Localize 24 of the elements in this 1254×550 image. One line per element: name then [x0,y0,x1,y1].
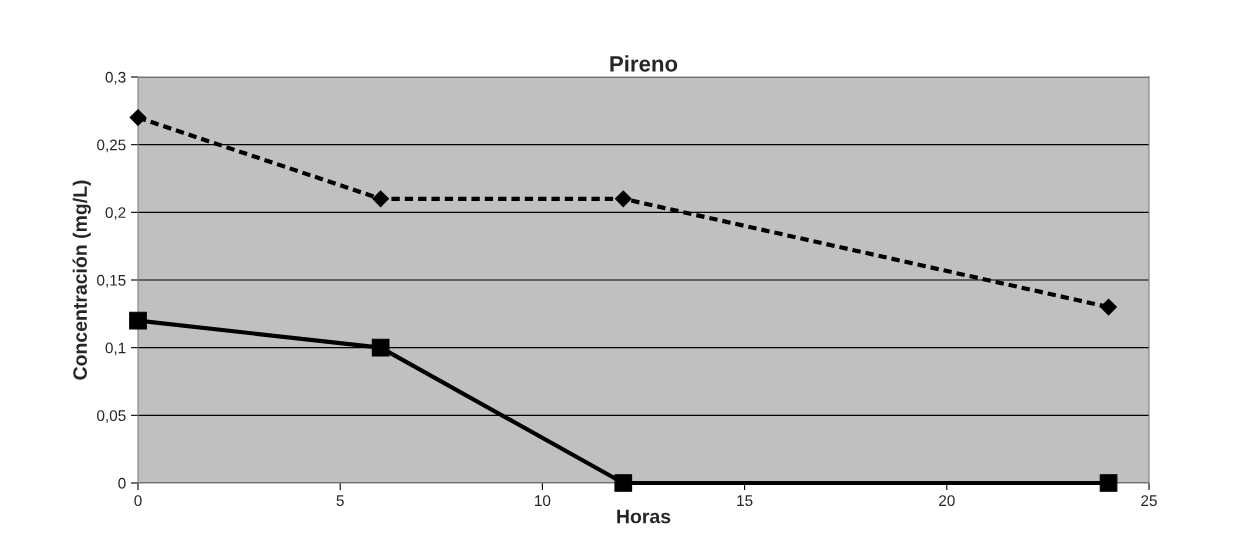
point [614,190,632,208]
x-tick-label: 25 [1141,495,1157,507]
y-tick-label: 0,25 [97,139,126,153]
y-tick-label: 0,3 [105,71,126,85]
point [129,109,147,126]
x-tick-label: 10 [535,495,551,507]
y-tick-label: 0,15 [97,274,126,288]
x-tick-label: 15 [737,495,753,507]
point [614,474,633,492]
x-tick-label: 20 [939,495,955,507]
y-tick-label: 0,05 [97,410,126,423]
y-tick-label: 0 [118,477,126,489]
y-axis-title: Concentración (mg/L) [72,180,91,380]
point [1100,298,1117,316]
y-tick-label: 0,1 [105,342,126,356]
x-tick-label: 5 [336,495,344,507]
point [372,190,390,208]
y-tick-label: 0,2 [105,207,126,220]
x-axis-title: Horas [617,509,671,524]
point [1099,474,1118,492]
point [129,311,147,330]
x-tick-label: 0 [134,495,142,507]
chart-title: Pireno [610,55,678,72]
point [371,338,390,357]
